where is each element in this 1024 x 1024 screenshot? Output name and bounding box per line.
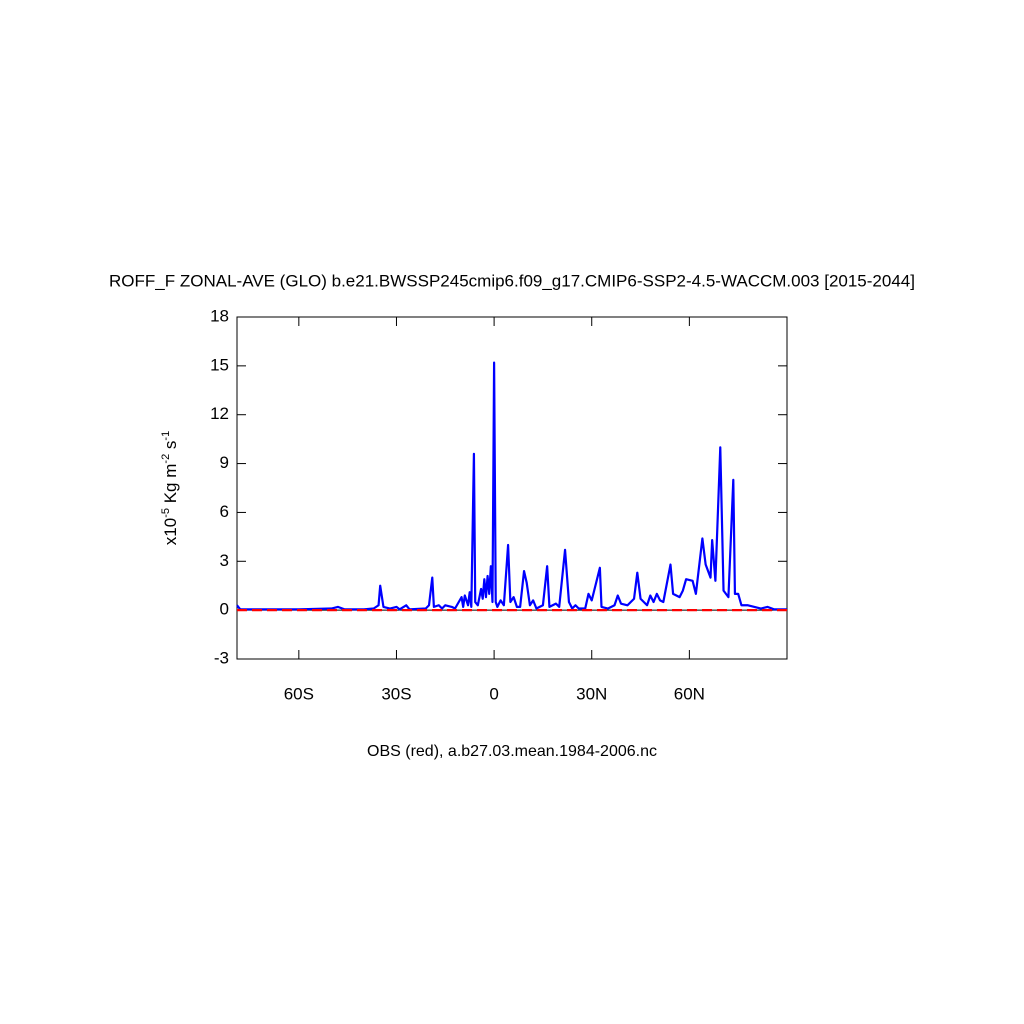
x-tick-label: 30N [576,684,607,703]
x-tick-label: 60S [284,684,314,703]
y-axis-label-part: -2 [160,454,172,464]
y-tick-label: 15 [210,355,229,374]
y-tick-label: 6 [220,502,229,521]
y-tick-label: -3 [214,648,229,667]
y-tick-label: 3 [220,551,229,570]
y-tick-label: 12 [210,404,229,423]
series-line [236,361,787,611]
x-tick-label: 30S [381,684,411,703]
chart-title: ROFF_F ZONAL-AVE (GLO) b.e21.BWSSP245cmi… [109,271,915,290]
y-tick-label: 9 [220,453,229,472]
y-axis-label: x10-5 Kg m-2 s-1 [160,431,181,545]
y-axis-label-part: -1 [160,431,172,441]
y-axis-label-part: Kg m [161,464,180,508]
y-axis-label-part: -5 [160,508,172,518]
y-axis-label-part: x10 [161,518,180,545]
plot-frame [236,316,788,660]
y-tick-label: 0 [220,600,229,619]
chart-subtitle: OBS (red), a.b27.03.mean.1984-2006.nc [367,743,657,760]
x-tick-label: 0 [489,684,498,703]
y-axis-label-part: s [161,441,180,454]
x-tick-label: 60N [674,684,705,703]
y-tick-label: 18 [210,306,229,325]
